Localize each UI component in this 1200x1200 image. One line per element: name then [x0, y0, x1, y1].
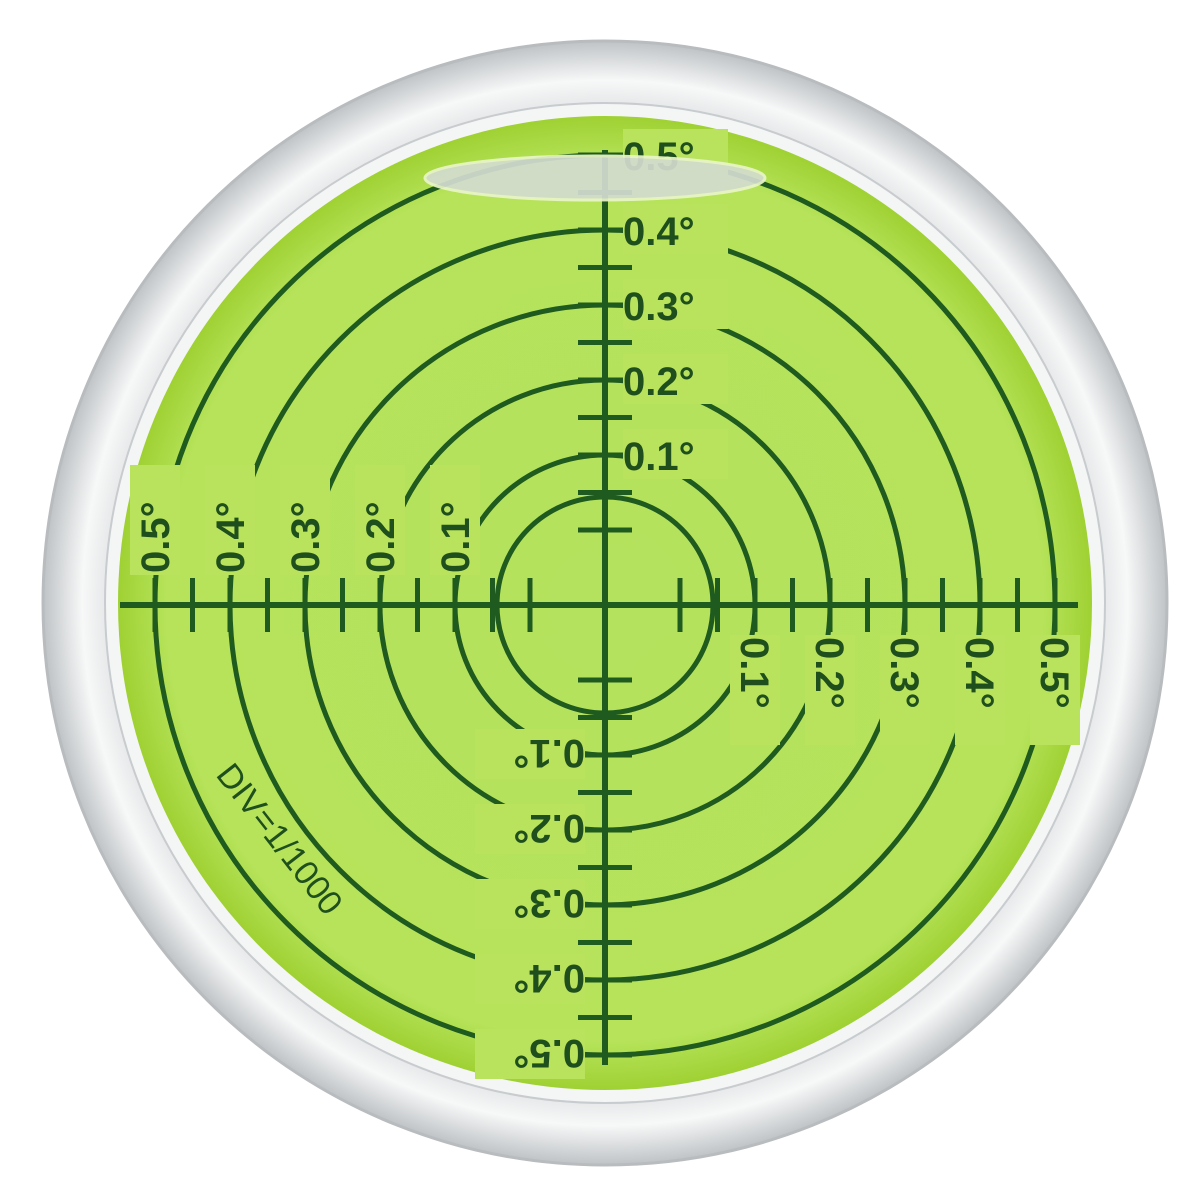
right-scale-label: 0.1° [732, 637, 776, 709]
bottom-scale-label: 0.2° [513, 806, 585, 850]
label-backdrop [475, 879, 585, 929]
label-backdrop [280, 465, 330, 575]
label-backdrop [475, 804, 585, 854]
label-backdrop [130, 465, 180, 575]
right-scale-label: 0.3° [882, 637, 926, 709]
left-scale-label: 0.2° [359, 501, 403, 573]
top-scale-label: 0.4° [623, 210, 695, 254]
label-backdrop [880, 635, 930, 745]
top-scale-label: 0.3° [623, 285, 695, 329]
left-scale-label: 0.5° [134, 501, 178, 573]
left-scale-label: 0.4° [209, 501, 253, 573]
label-backdrop [730, 635, 780, 745]
label-backdrop [623, 354, 728, 404]
label-backdrop [805, 635, 855, 745]
bottom-scale-label: 0.5° [513, 1031, 585, 1075]
right-scale-label: 0.5° [1032, 637, 1076, 709]
bottom-scale-label: 0.4° [513, 956, 585, 1000]
label-backdrop [623, 429, 728, 479]
scale-markings: 0.1° 0.1° 0.1° 0.1° 0.2° 0.2° 0.2° 0.2° 0.3° 0.3°… [120, 129, 1080, 1079]
label-backdrop [355, 465, 405, 575]
label-backdrop [430, 465, 480, 575]
label-backdrop [475, 954, 585, 1004]
top-scale-label: 0.1° [623, 435, 695, 479]
left-scale-label: 0.1° [434, 501, 478, 573]
right-scale-label: 0.2° [807, 637, 851, 709]
bubble [423, 154, 767, 202]
label-backdrop [1030, 635, 1080, 745]
bottom-scale-label: 0.3° [513, 881, 585, 925]
label-backdrop [623, 279, 728, 329]
top-scale-label: 0.2° [623, 360, 695, 404]
label-backdrop [475, 1029, 585, 1079]
bottom-scale-label: 0.1° [513, 731, 585, 775]
label-backdrop [475, 729, 585, 779]
label-backdrop [623, 204, 728, 254]
right-scale-label: 0.4° [957, 637, 1001, 709]
left-scale-label: 0.3° [284, 501, 328, 573]
label-backdrop [205, 465, 255, 575]
label-backdrop [955, 635, 1005, 745]
